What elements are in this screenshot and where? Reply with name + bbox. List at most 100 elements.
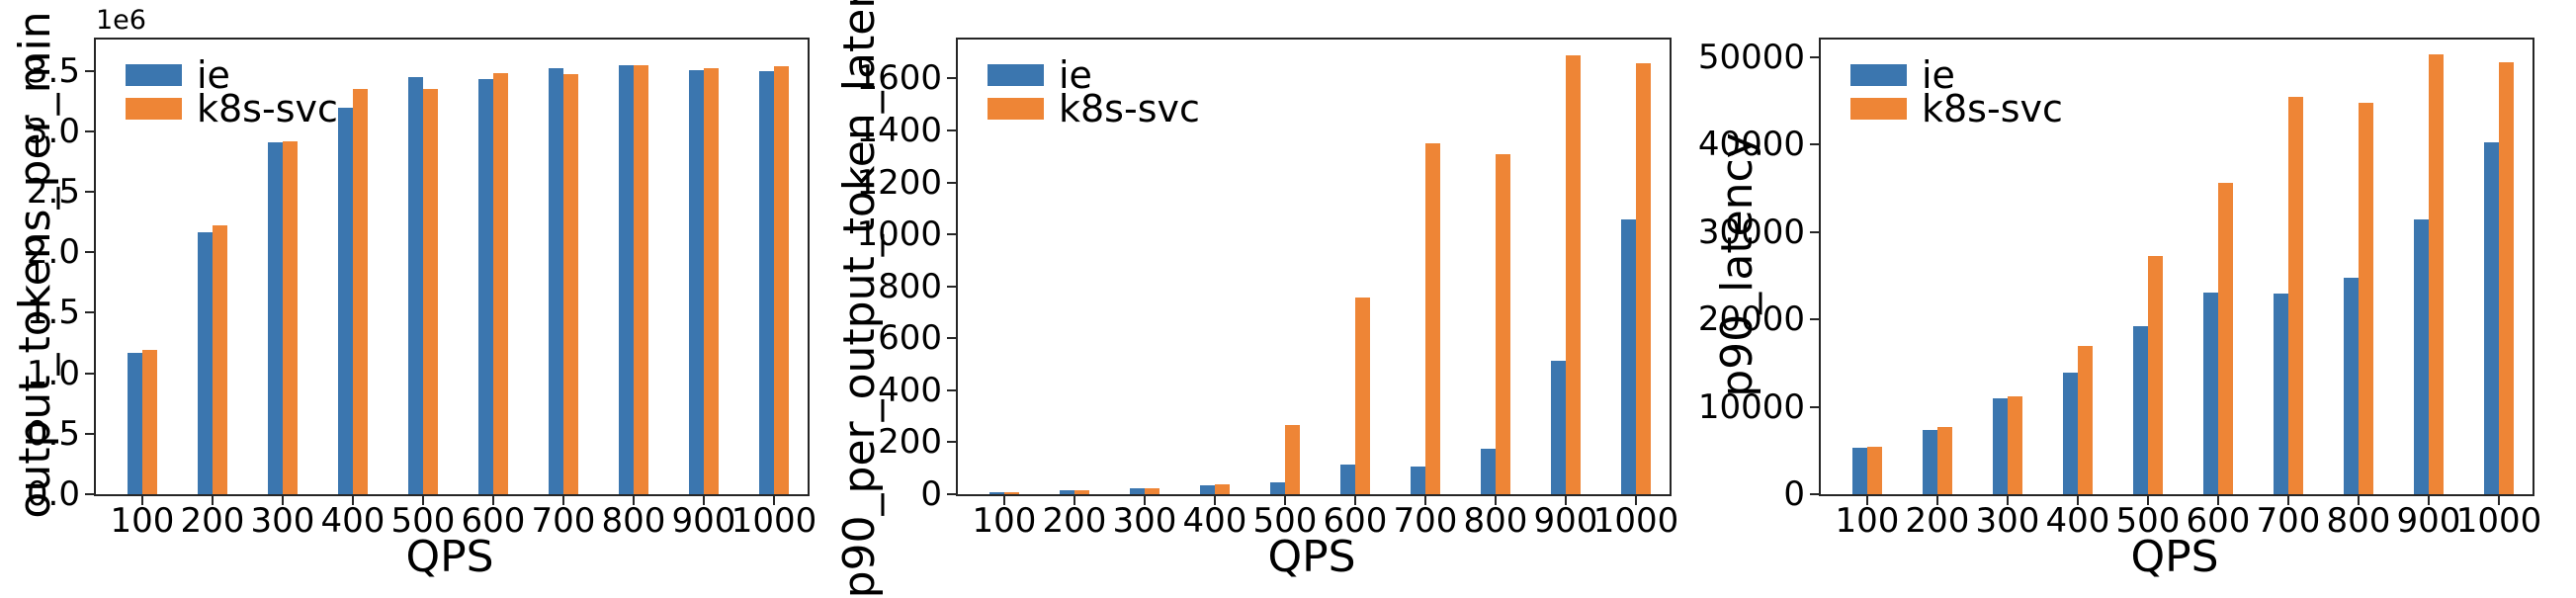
y-tick-mark <box>1810 405 1819 408</box>
x-tick-mark <box>1354 496 1356 505</box>
legend-label: ie <box>197 53 230 97</box>
y-tick-label: 1.0 <box>26 353 80 393</box>
chart-output-tokens-per-min: output_tokens_per_min 1e6 0.0 0.5 1.0 1.5 2.… <box>0 0 860 585</box>
bar-k8s-svc-700 <box>2288 97 2303 494</box>
bar-k8s-svc-800 <box>1496 154 1510 494</box>
y-tick-mark <box>947 233 956 236</box>
y-tick-mark <box>947 337 956 340</box>
y-tick-label: 10000 <box>1697 386 1805 427</box>
bar-k8s-svc-400 <box>1215 484 1230 494</box>
x-axis-label: QPS <box>2130 532 2219 582</box>
y-tick-mark <box>1810 230 1819 233</box>
bar-k8s-svc-700 <box>1425 143 1440 494</box>
x-tick-label: 800 <box>601 501 666 541</box>
bar-ie-100 <box>989 492 1004 494</box>
bar-k8s-svc-200 <box>1937 427 1952 494</box>
plot-area: 0 10000 20000 30000 40000 50000 100 200 300 400 50… <box>1698 38 2541 540</box>
bar-k8s-svc-500 <box>2148 256 2163 494</box>
x-tick-mark <box>2007 496 2009 505</box>
x-tick-mark <box>1073 496 1075 505</box>
x-tick-mark <box>352 496 354 505</box>
bar-k8s-svc-1000 <box>1636 63 1651 494</box>
x-tick-label: 300 <box>1975 501 2040 541</box>
bar-ie-600 <box>2203 293 2218 494</box>
legend: ie k8s-svc <box>126 56 338 131</box>
legend-swatch-ie <box>126 64 182 86</box>
x-tick-mark <box>1495 496 1497 505</box>
x-tick-label: 1000 <box>730 501 817 541</box>
x-tick-mark <box>141 496 143 505</box>
bar-ie-500 <box>1270 482 1285 494</box>
bar-ie-500 <box>408 77 423 494</box>
y-tick-mark <box>947 77 956 80</box>
x-tick-label: 900 <box>671 501 736 541</box>
legend: ie k8s-svc <box>1850 56 2063 131</box>
bar-k8s-svc-900 <box>704 68 719 494</box>
bar-k8s-svc-600 <box>493 73 508 494</box>
x-tick-label: 400 <box>320 501 386 541</box>
x-tick-mark <box>2498 496 2500 505</box>
bar-ie-400 <box>1200 485 1215 494</box>
x-tick-label: 200 <box>180 501 245 541</box>
legend-row-ie: ie <box>987 56 1200 94</box>
y-tick-label: 1600 <box>856 58 942 99</box>
x-tick-mark <box>2428 496 2430 505</box>
chart-p90-latency: p90_latency 0 10000 20000 30000 40000 50000 10… <box>1698 0 2576 585</box>
bar-k8s-svc-400 <box>2078 346 2093 494</box>
x-tick-label: 500 <box>1252 501 1318 541</box>
x-tick-mark <box>2358 496 2360 505</box>
bar-k8s-svc-200 <box>1074 490 1089 494</box>
x-tick-mark <box>1635 496 1637 505</box>
x-tick-label: 100 <box>1835 501 1900 541</box>
bar-ie-600 <box>478 79 493 494</box>
x-tick-label: 800 <box>2326 501 2391 541</box>
legend-swatch-k8s-svc <box>126 98 182 120</box>
bar-ie-300 <box>1130 488 1145 494</box>
y-tick-label: 0.5 <box>26 413 80 454</box>
y-tick-mark <box>947 285 956 288</box>
y-axis-offset-label: 1e6 <box>96 5 146 36</box>
bar-ie-1000 <box>759 71 774 494</box>
x-tick-mark <box>492 496 494 505</box>
bar-ie-100 <box>1852 448 1867 494</box>
bar-ie-900 <box>689 70 704 494</box>
legend-row-ie: ie <box>1850 56 2063 94</box>
bar-k8s-svc-100 <box>1004 492 1019 494</box>
x-tick-label: 500 <box>390 501 456 541</box>
y-tick-label: 3.5 <box>26 50 80 91</box>
bar-ie-800 <box>1481 449 1496 494</box>
bar-ie-500 <box>2133 326 2148 494</box>
bar-ie-300 <box>268 142 283 494</box>
legend: ie k8s-svc <box>987 56 1200 131</box>
y-tick-mark <box>85 372 94 375</box>
x-tick-mark <box>1003 496 1005 505</box>
y-tick-mark <box>85 251 94 254</box>
x-tick-label: 100 <box>110 501 175 541</box>
x-tick-mark <box>562 496 564 505</box>
x-tick-mark <box>773 496 775 505</box>
x-tick-mark <box>2147 496 2149 505</box>
bar-ie-900 <box>2414 219 2429 494</box>
x-tick-label: 400 <box>1182 501 1247 541</box>
bar-k8s-svc-500 <box>1285 425 1300 494</box>
y-tick-mark <box>85 311 94 314</box>
x-tick-label: 300 <box>250 501 315 541</box>
bar-k8s-svc-800 <box>634 65 648 494</box>
legend-label: ie <box>1059 53 1092 97</box>
x-tick-mark <box>2287 496 2289 505</box>
x-tick-mark <box>1214 496 1216 505</box>
plot-area: 0 200 400 600 800 1000 1200 1400 1600 100 200 300 40… <box>856 38 1678 540</box>
x-tick-label: 200 <box>1042 501 1107 541</box>
bar-ie-700 <box>549 68 563 494</box>
x-tick-mark <box>2217 496 2219 505</box>
y-tick-mark <box>947 129 956 131</box>
x-tick-label: 600 <box>1323 501 1388 541</box>
y-tick-mark <box>85 432 94 435</box>
y-tick-label: 2.5 <box>26 172 80 213</box>
y-tick-mark <box>947 493 956 495</box>
bar-k8s-svc-600 <box>1355 298 1370 494</box>
x-tick-label: 300 <box>1112 501 1177 541</box>
x-tick-mark <box>1936 496 1938 505</box>
bar-ie-400 <box>338 108 353 494</box>
